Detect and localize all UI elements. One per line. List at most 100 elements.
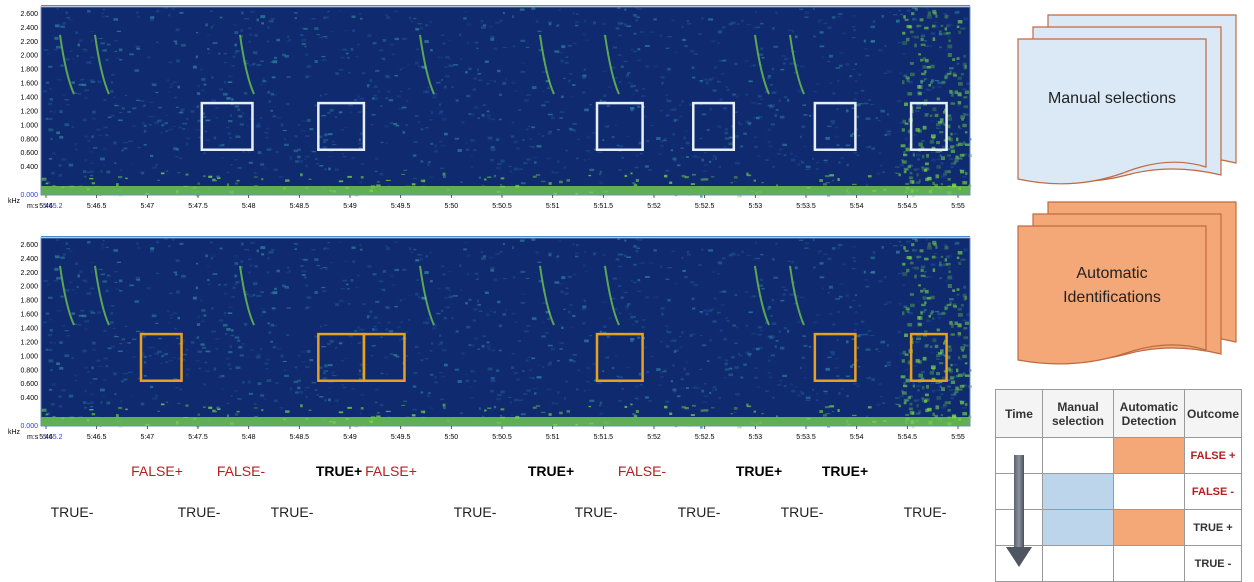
y-tick-label: 1.000 xyxy=(20,122,38,129)
x-tick-label: 5:46.5 xyxy=(87,203,107,210)
y-tick-label: 1.000 xyxy=(20,353,38,360)
y-tick-label: 1.600 xyxy=(20,81,38,88)
selection-box xyxy=(813,332,857,382)
x-tick-label: 5:53.5 xyxy=(796,203,816,210)
selection-box xyxy=(595,332,644,382)
outcome-label: TRUE- xyxy=(177,504,221,520)
y-tick-label: 0.800 xyxy=(20,136,38,143)
automatic-spectrogram-background xyxy=(40,236,972,429)
automatic-document-label: Automatic Identifications xyxy=(1018,262,1206,310)
x-tick-label: 5:49 xyxy=(343,434,357,441)
automatic-cell xyxy=(1113,509,1185,546)
x-tick-label: 5:46 xyxy=(39,434,53,441)
legend-row: FALSE + xyxy=(995,437,1242,474)
x-tick-label: 5:47 xyxy=(141,203,155,210)
x-tick-label: 5:49 xyxy=(343,203,357,210)
x-tick-label: 5:46.5 xyxy=(87,434,107,441)
y-tick-label: 2.200 xyxy=(20,270,38,277)
x-tick-label: 5:54.5 xyxy=(898,434,918,441)
y-tick-label: 1.800 xyxy=(20,298,38,305)
outcome-label: FALSE- xyxy=(617,463,667,479)
x-prefix-label: m:s xyxy=(27,203,39,210)
x-start-label: 5:45.2 xyxy=(43,203,63,210)
manual-spectrogram-panel: 0.000 0.400 0.600 0.800 1.000 1.200 1.400 1.600… xyxy=(0,5,972,215)
automatic-document-label-line: Automatic xyxy=(1076,265,1148,282)
y-tick-label: 0.400 xyxy=(20,164,38,171)
outcome-cell: TRUE + xyxy=(1184,509,1242,546)
y-tick-label: 0.000 xyxy=(20,423,38,430)
x-tick-label: 5:52 xyxy=(647,203,661,210)
y-unit-label: kHz xyxy=(8,198,21,205)
selection-box xyxy=(692,101,736,151)
x-tick-label: 5:53 xyxy=(749,434,763,441)
automatic-cell xyxy=(1113,473,1185,510)
outcome-cell: TRUE - xyxy=(1184,545,1242,582)
outcome-label: FALSE+ xyxy=(131,463,183,479)
outcome-label: TRUE- xyxy=(50,504,94,520)
automatic-document-label-line: Identifications xyxy=(1063,289,1161,306)
automatic-identifications-document: Automatic Identifications xyxy=(1017,201,1238,372)
selection-box xyxy=(909,101,948,151)
header-automatic-line: Detection xyxy=(1121,413,1177,428)
automatic-cell xyxy=(1113,545,1185,582)
outcome-label: TRUE+ xyxy=(527,463,575,479)
x-tick-label: 5:54 xyxy=(850,203,864,210)
x-tick-label: 5:51.5 xyxy=(594,434,614,441)
y-unit-label: kHz xyxy=(8,429,21,436)
outcome-label: TRUE+ xyxy=(821,463,869,479)
x-tick-label: 5:51.5 xyxy=(594,203,614,210)
outcome-label: TRUE- xyxy=(780,504,824,520)
x-tick-label: 5:53 xyxy=(749,203,763,210)
automatic-cell xyxy=(1113,437,1185,474)
outcome-cell: FALSE - xyxy=(1184,473,1242,510)
x-tick-label: 5:48.5 xyxy=(290,434,310,441)
legend-row: TRUE - xyxy=(995,545,1242,582)
x-tick-label: 5:51 xyxy=(546,203,560,210)
automatic-spectrogram-panel: 0.000 0.400 0.600 0.800 1.000 1.200 1.400 1.600… xyxy=(0,236,972,446)
manual-cell xyxy=(1042,437,1114,474)
x-tick-label: 5:50 xyxy=(445,434,459,441)
y-tick-label: 1.600 xyxy=(20,312,38,319)
x-tick-label: 5:54.5 xyxy=(898,203,918,210)
manual-cell xyxy=(1042,473,1114,510)
outcome-row-top: FALSE+ FALSE- TRUE+ FALSE+ TRUE+ FALSE- … xyxy=(0,463,975,483)
x-prefix-label: m:s xyxy=(27,434,39,441)
y-tick-label: 0.600 xyxy=(20,150,38,157)
x-tick-label: 5:50 xyxy=(445,203,459,210)
y-tick-label: 2.000 xyxy=(20,284,38,291)
y-tick-label: 1.400 xyxy=(20,326,38,333)
y-tick-label: 2.400 xyxy=(20,256,38,263)
x-tick-label: 5:52.5 xyxy=(695,434,715,441)
automatic-spectrogram: 0.000 0.400 0.600 0.800 1.000 1.200 1.400 1.600… xyxy=(8,236,972,441)
outcome-label: TRUE- xyxy=(453,504,497,520)
x-tick-label: 5:49.5 xyxy=(391,203,411,210)
y-tick-label: 1.400 xyxy=(20,95,38,102)
selection-box xyxy=(200,101,254,151)
manual-cell xyxy=(1042,509,1114,546)
outcome-legend-table: Time Manual selection Automatic Detectio… xyxy=(995,389,1242,582)
x-tick-label: 5:51 xyxy=(546,434,560,441)
selection-box xyxy=(362,332,406,382)
manual-document-stack-shape xyxy=(1017,14,1237,185)
time-arrow-icon xyxy=(1006,455,1032,567)
x-tick-label: 5:48 xyxy=(242,434,256,441)
x-tick-label: 5:47.5 xyxy=(188,434,208,441)
legend-header-row: Time Manual selection Automatic Detectio… xyxy=(995,389,1242,438)
y-tick-label: 2.600 xyxy=(20,11,38,18)
y-tick-label: 1.800 xyxy=(20,67,38,74)
outcome-label: FALSE- xyxy=(216,463,266,479)
manual-spectrogram: 0.000 0.400 0.600 0.800 1.000 1.200 1.400 1.600… xyxy=(8,5,972,210)
x-tick-label: 5:48.5 xyxy=(290,203,310,210)
y-tick-label: 2.000 xyxy=(20,53,38,60)
outcome-cell: FALSE + xyxy=(1184,437,1242,474)
outcome-label: TRUE- xyxy=(270,504,314,520)
x-tick-label: 5:49.5 xyxy=(391,434,411,441)
header-manual-line: Manual xyxy=(1057,399,1099,414)
selection-box xyxy=(909,332,948,382)
selection-box xyxy=(139,332,183,382)
legend-row: FALSE - xyxy=(995,473,1242,510)
manual-document-label-line: Manual selections xyxy=(1047,90,1177,107)
selection-box xyxy=(595,101,644,151)
outcome-row-bottom: TRUE- TRUE- TRUE- TRUE- TRUE- TRUE- TRUE… xyxy=(0,504,975,524)
header-automatic: Automatic Detection xyxy=(1113,389,1185,438)
